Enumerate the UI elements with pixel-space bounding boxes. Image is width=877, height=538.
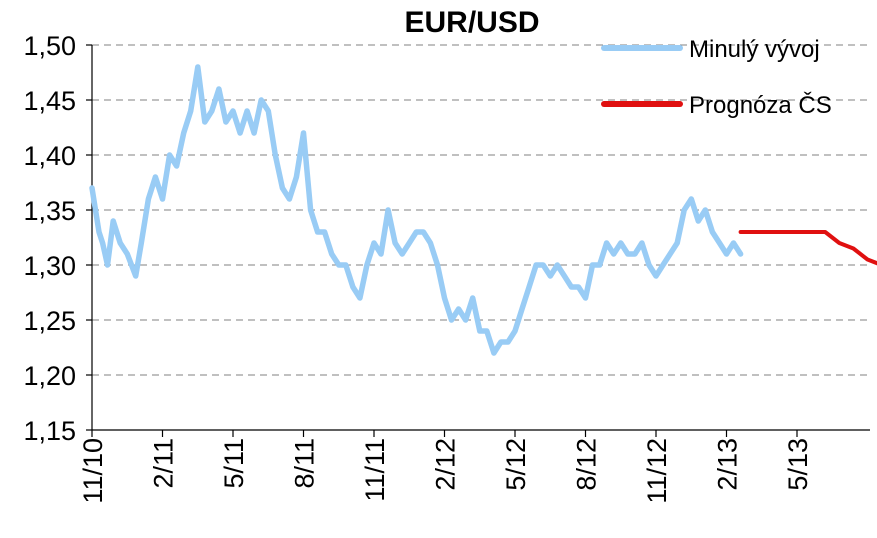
series-line-history — [89, 64, 744, 356]
y-tick-label: 1,50 — [23, 31, 76, 61]
x-tick-label: 2/11 — [149, 438, 179, 489]
y-tick-label: 1,45 — [23, 86, 76, 116]
x-tick-label: 5/11 — [219, 438, 249, 489]
x-tick-label: 11/10 — [78, 438, 108, 504]
y-tick-labels: 1,50 1,45 1,40 1,35 1,30 1,25 1,20 1,15 — [23, 31, 76, 446]
x-tick-label: 2/12 — [431, 438, 461, 491]
x-tick-label: 11/11 — [360, 438, 390, 502]
y-tick-label: 1,35 — [23, 196, 76, 226]
axes — [86, 44, 870, 437]
series-lines — [89, 64, 877, 356]
legend-label: Prognóza ČS — [689, 91, 832, 119]
legend-label: Minulý vývoj — [689, 36, 820, 63]
x-tick-label: 11/12 — [642, 438, 672, 504]
x-tick-label: 8/12 — [572, 438, 602, 491]
legend: Minulý vývoj Prognóza ČS — [601, 36, 832, 119]
x-tick-label: 8/11 — [290, 438, 320, 489]
y-tick-label: 1,25 — [23, 306, 76, 336]
x-tick-label: 2/13 — [713, 438, 743, 491]
y-tick-label: 1,15 — [23, 416, 76, 446]
y-tick-label: 1,30 — [23, 251, 76, 281]
x-tick-label: 5/13 — [783, 438, 813, 491]
y-tick-label: 1,40 — [23, 141, 76, 171]
x-tick-label: 5/12 — [501, 438, 531, 491]
y-tick-label: 1,20 — [23, 361, 76, 391]
series-line-forecast — [738, 230, 877, 266]
chart-title: EUR/USD — [404, 6, 539, 39]
grid-lines — [92, 44, 870, 376]
x-tick-labels: 11/10 2/11 5/11 8/11 11/11 2/12 5/12 8/12 11/12 2… — [78, 438, 813, 504]
